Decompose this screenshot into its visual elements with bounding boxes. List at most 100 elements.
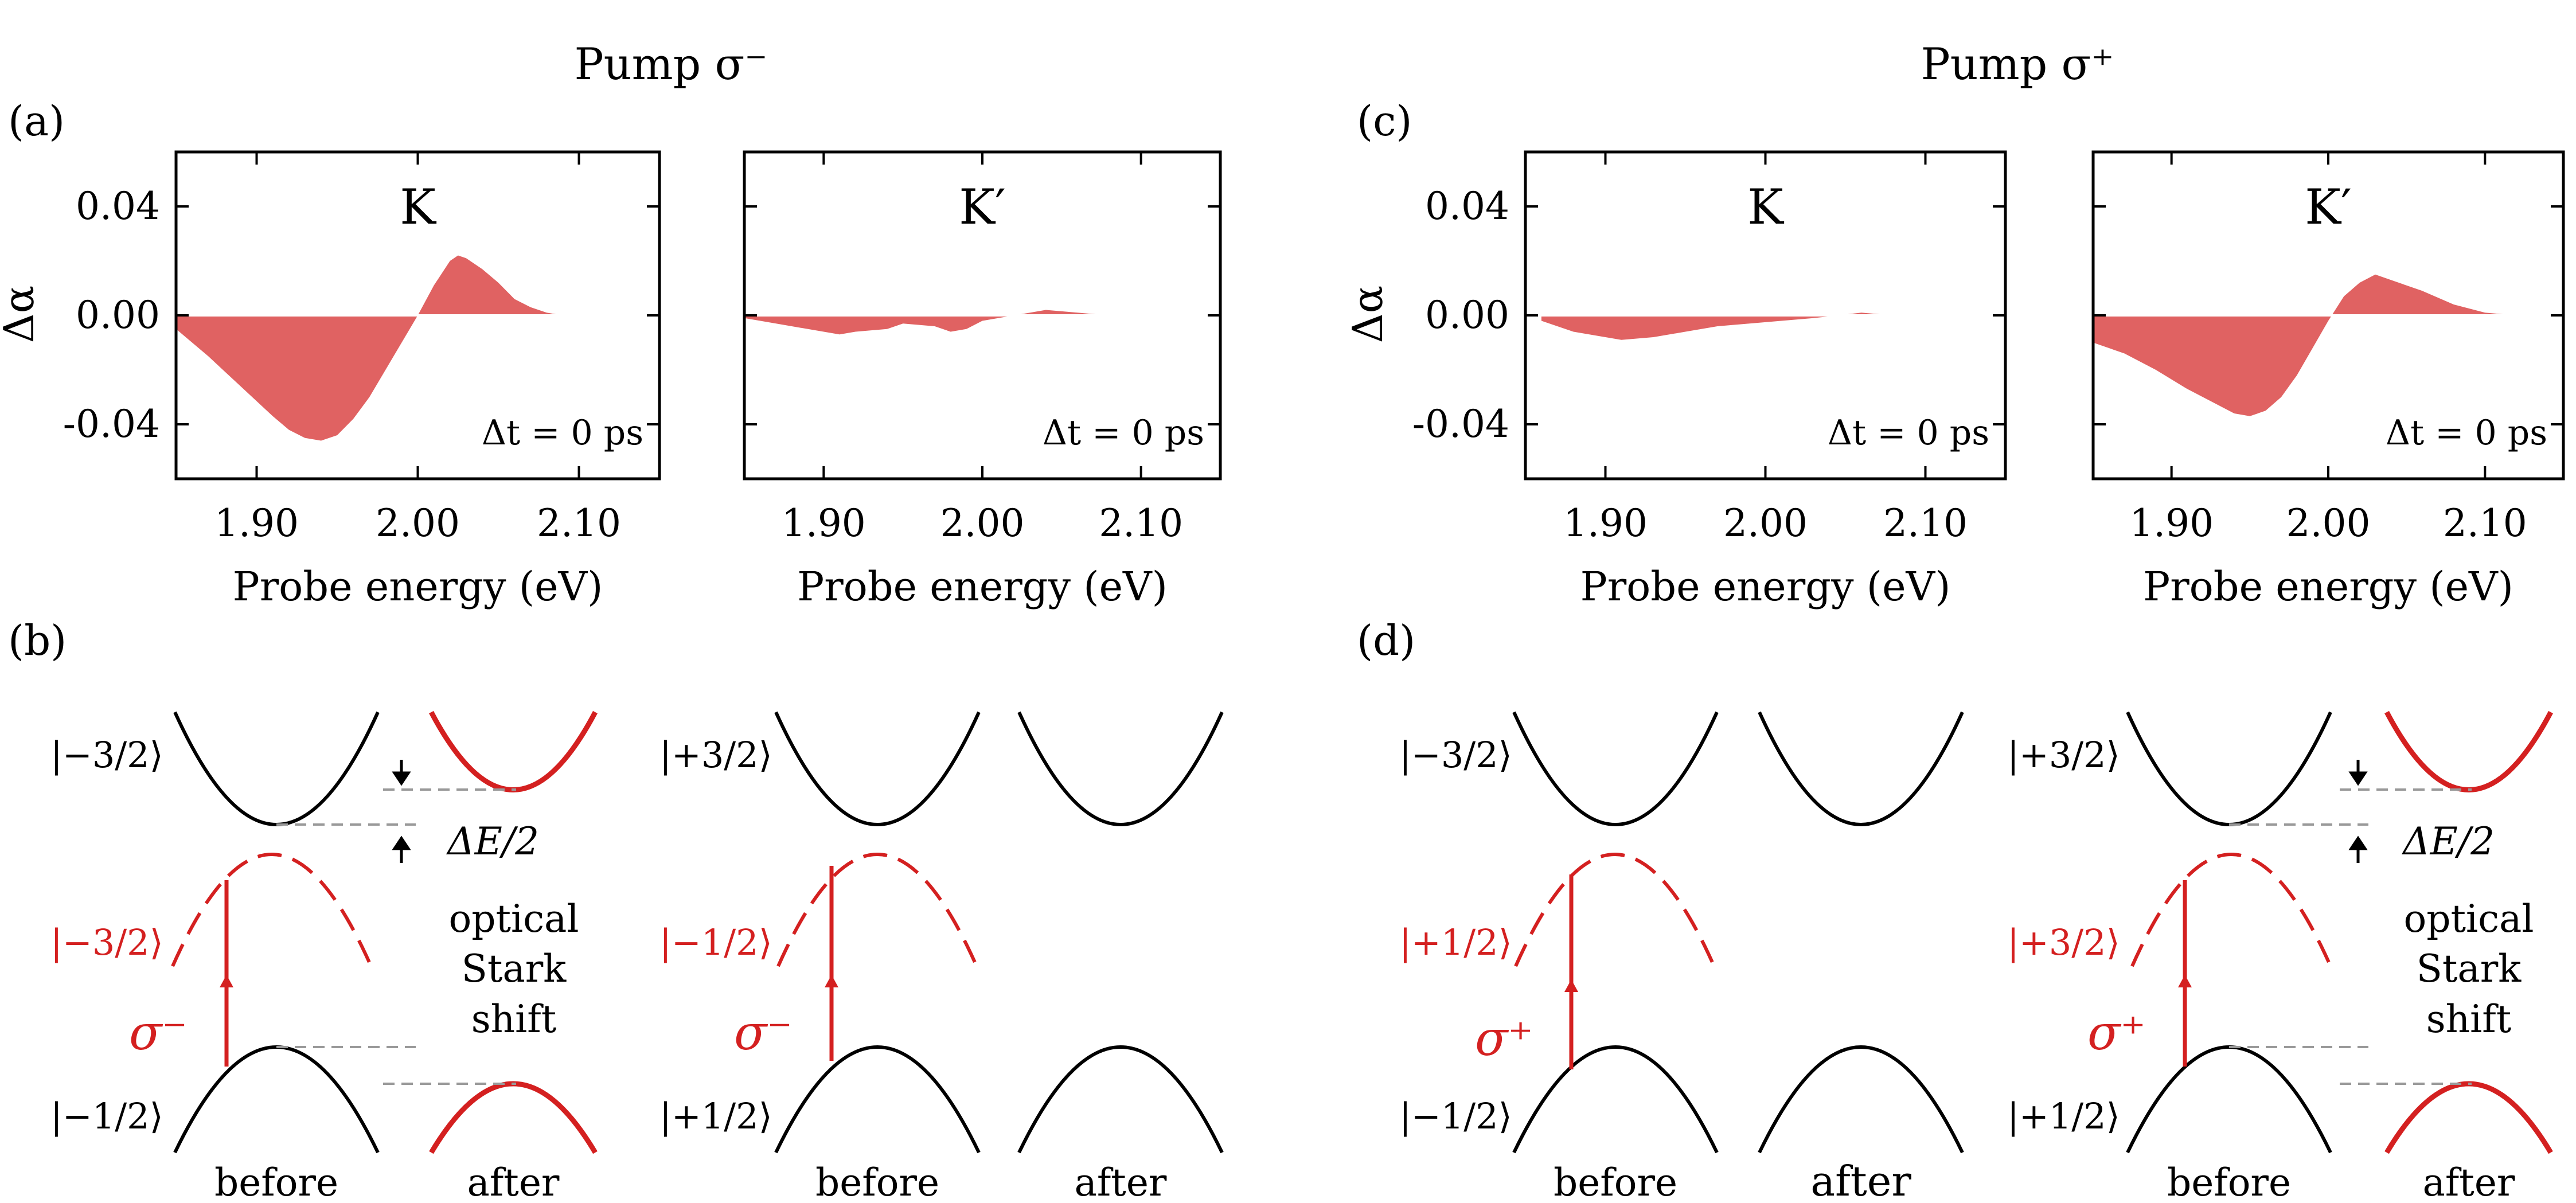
ket-middle: |+1/2⟩ xyxy=(1399,921,1512,963)
panel-label-c: (c) xyxy=(1357,97,1412,145)
panel-title: K′ xyxy=(2305,179,2352,235)
y-tick-label: -0.04 xyxy=(1412,402,1509,446)
header-pump-sigma-minus: Pump σ⁻ xyxy=(575,38,768,89)
x-tick-label: 2.10 xyxy=(1099,501,1183,545)
x-tick-label: 2.00 xyxy=(1723,501,1808,545)
chart-a-Kprime: 1.90 2.00 2.10 K′ Δt = 0 ps Probe energy (eV) xyxy=(743,150,1222,610)
delta-e-label: ΔE/2 xyxy=(446,819,539,864)
x-tick-label: 2.00 xyxy=(376,501,460,545)
dressed-band-dashed xyxy=(776,853,978,967)
panel-label-b: (b) xyxy=(8,616,67,665)
y-axis-label-c: Δα xyxy=(1344,286,1392,343)
data-area xyxy=(1541,313,1974,340)
y-axis-label-a: Δα xyxy=(0,286,43,343)
conduction-band-before xyxy=(774,711,981,826)
before-label: before xyxy=(1554,1161,1677,1203)
x-tick-label: 2.00 xyxy=(2286,501,2371,545)
panel-title: K xyxy=(1747,179,1785,235)
time-delay-annotation: Δt = 0 ps xyxy=(1828,413,1989,453)
stark-line-1: optical xyxy=(2403,897,2534,941)
conduction-band-before xyxy=(2126,711,2332,826)
chart-c-Kprime: 1.90 2.00 2.10 K′ Δt = 0 ps Probe energy (eV) xyxy=(2091,150,2565,610)
stark-line-2: Stark xyxy=(462,947,567,991)
conduction-band-after xyxy=(429,710,598,792)
conduction-band-after xyxy=(1017,711,1224,826)
ket-bottom: |+1/2⟩ xyxy=(2007,1095,2120,1137)
stark-line-3: shift xyxy=(2426,997,2511,1041)
time-delay-annotation: Δt = 0 ps xyxy=(482,413,643,453)
ket-middle: |−1/2⟩ xyxy=(659,921,772,963)
x-tick-label: 2.00 xyxy=(940,501,1025,545)
diagram-d-right: ΔE/2 optical Stark shift σ⁺ |+3/2⟩ |+3/2… xyxy=(2007,710,2553,1203)
sigma-arrowhead xyxy=(220,975,233,987)
diagram-b-right: σ⁻ |+3/2⟩ |−1/2⟩ |+1/2⟩ before after xyxy=(659,711,1224,1203)
diagram-b-left: ΔE/2 optical Stark shift σ⁻ |−3/2⟩ |−3/2… xyxy=(50,710,598,1203)
time-delay-annotation: Δt = 0 ps xyxy=(1043,413,1204,453)
y-tick-label: 0.04 xyxy=(76,184,160,228)
ket-bottom: |−1/2⟩ xyxy=(1399,1095,1512,1137)
valence-band-after xyxy=(2384,1081,2553,1154)
dressed-band-dashed xyxy=(2130,853,2332,967)
delta-e-arrows xyxy=(392,760,411,863)
ket-top: |−3/2⟩ xyxy=(1399,734,1512,776)
x-tick-label: 1.90 xyxy=(782,501,866,545)
ket-top: |+3/2⟩ xyxy=(2007,734,2120,776)
after-label: after xyxy=(1810,1157,1911,1203)
valence-band-after xyxy=(1758,1045,1964,1154)
conduction-band-after xyxy=(2384,710,2553,792)
x-tick-label: 2.10 xyxy=(2443,501,2527,545)
sigma-label: σ⁺ xyxy=(1475,1010,1533,1067)
before-label: before xyxy=(214,1161,338,1203)
sigma-label: σ⁻ xyxy=(734,1005,793,1061)
x-tick-label: 2.10 xyxy=(1883,501,1968,545)
ket-top: |+3/2⟩ xyxy=(659,734,772,776)
sigma-arrowhead xyxy=(1564,979,1578,992)
chart-c-K: 1.90 2.00 2.10 0.04 0.00 -0.04 K Δt = 0 ps Probe… xyxy=(1412,150,2007,610)
valence-band-before xyxy=(2126,1045,2332,1154)
delta-e-label: ΔE/2 xyxy=(2401,819,2495,864)
conduction-band-before xyxy=(1512,711,1719,826)
dressed-band-dashed xyxy=(171,853,373,967)
sigma-arrowhead xyxy=(2178,975,2192,987)
stark-line-3: shift xyxy=(471,997,556,1041)
panel-title: K′ xyxy=(959,179,1006,235)
chart-a-K: 1.90 2.00 2.10 0.04 0.00 -0.04 K Δt = 0 ps Probe… xyxy=(63,150,661,610)
delta-e-arrows xyxy=(2348,760,2368,863)
time-delay-annotation: Δt = 0 ps xyxy=(2386,413,2547,453)
x-axis-label: Probe energy (eV) xyxy=(2143,563,2513,610)
after-label: after xyxy=(467,1161,560,1203)
stark-line-1: optical xyxy=(448,897,579,941)
x-tick-label: 1.90 xyxy=(214,501,299,545)
x-axis-label: Probe energy (eV) xyxy=(797,563,1168,610)
data-area xyxy=(744,310,1220,335)
panel-label-a: (a) xyxy=(8,97,65,145)
y-tick-label: 0.00 xyxy=(76,293,160,337)
valence-band-before xyxy=(774,1045,981,1154)
after-label: after xyxy=(1075,1161,1167,1203)
header-pump-sigma-plus: Pump σ⁺ xyxy=(1921,38,2114,89)
after-label: after xyxy=(2423,1161,2515,1203)
x-tick-label: 1.90 xyxy=(1563,501,1648,545)
valence-band-after xyxy=(1017,1045,1224,1154)
x-axis-label: Probe energy (eV) xyxy=(1580,563,1951,610)
y-tick-label: 0.04 xyxy=(1425,184,1509,228)
x-tick-label: 1.90 xyxy=(2129,501,2214,545)
valence-band-before xyxy=(1512,1045,1719,1154)
stark-line-2: Stark xyxy=(2417,947,2522,991)
x-tick-label: 2.10 xyxy=(537,501,621,545)
conduction-band-before xyxy=(173,711,380,826)
sigma-arrowhead xyxy=(825,975,838,987)
data-area xyxy=(2093,274,2563,416)
ket-bottom: |+1/2⟩ xyxy=(659,1095,772,1137)
ket-middle: |+3/2⟩ xyxy=(2007,921,2120,963)
before-label: before xyxy=(815,1161,939,1203)
sigma-label: σ⁺ xyxy=(2087,1005,2146,1061)
panel-label-d: (d) xyxy=(1357,616,1415,665)
ket-top: |−3/2⟩ xyxy=(50,734,163,776)
valence-band-before xyxy=(173,1045,380,1154)
valence-band-after xyxy=(429,1081,598,1154)
y-tick-label: 0.00 xyxy=(1425,293,1509,337)
ket-bottom: |−1/2⟩ xyxy=(50,1095,163,1137)
diagram-b: ΔE/2 optical Stark shift σ⁻ |−3/2⟩ |−3/2… xyxy=(50,710,1224,1203)
